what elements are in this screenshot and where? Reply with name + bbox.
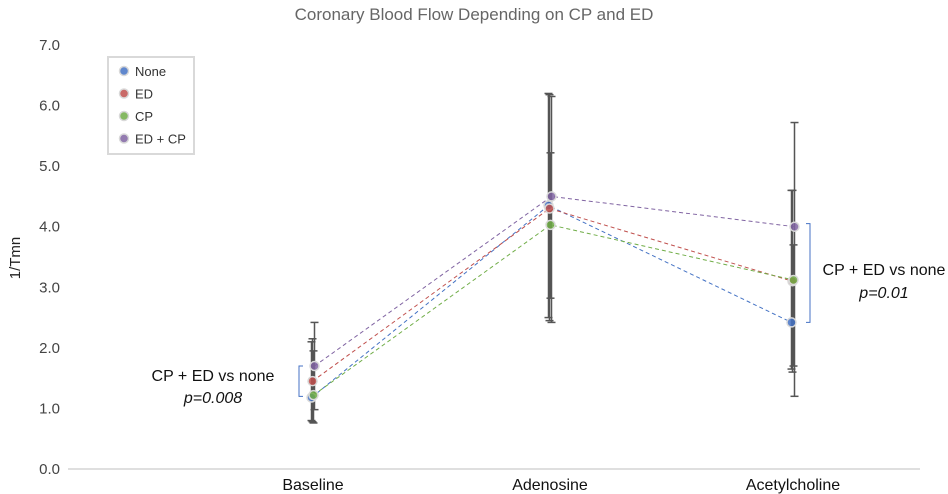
y-tick-label: 4.0	[39, 219, 60, 236]
series-line-none	[311, 204, 792, 398]
data-point	[789, 221, 800, 232]
legend-marker	[118, 88, 130, 99]
legend-label: CP	[135, 109, 153, 124]
y-tick-label: 0.0	[39, 461, 60, 478]
annotations: CP + ED vs none p=0.008 CP + ED vs none p=0…	[152, 223, 946, 407]
annotation-p-value: p=0.008	[183, 390, 242, 407]
annotation-bracket	[806, 223, 811, 323]
data-points	[306, 191, 800, 403]
x-tick-label: Adenosine	[512, 477, 588, 494]
y-tick-label: 3.0	[39, 279, 60, 296]
y-tick-label: 7.0	[39, 37, 60, 54]
error-bar	[790, 121, 799, 398]
series-lines	[311, 195, 795, 398]
data-point	[786, 317, 797, 328]
legend-item: CP	[118, 109, 153, 124]
data-point	[544, 203, 555, 214]
data-point	[308, 389, 319, 401]
error-bar	[789, 244, 798, 367]
y-tick-label: 6.0	[39, 98, 60, 115]
annotation-text: CP + ED vs none	[823, 262, 946, 279]
data-point	[788, 274, 799, 286]
legend-marker	[118, 110, 130, 122]
annotation-text: CP + ED vs none	[152, 368, 275, 385]
legend-item: None	[118, 64, 166, 79]
annotation: CP + ED vs none p=0.01	[806, 223, 946, 323]
data-point	[309, 360, 320, 372]
series-line-ed	[312, 207, 793, 382]
annotation: CP + ED vs none p=0.008	[152, 365, 303, 407]
data-point	[545, 219, 556, 231]
data-point	[546, 191, 557, 202]
y-tick-label: 5.0	[39, 158, 60, 175]
y-tick-labels: 0.0 1.0 2.0 3.0 4.0 5.0 6.0 7.0	[39, 37, 60, 478]
legend-item: ED	[118, 87, 153, 102]
legend-label: None	[135, 64, 166, 79]
data-point	[307, 375, 318, 387]
error-bars	[307, 92, 799, 424]
y-axis-label: 1/Tmn	[7, 237, 24, 280]
x-tick-labels: Baseline Adenosine Acetylcholine	[282, 477, 840, 494]
legend-label: ED	[135, 87, 153, 102]
legend-marker	[118, 65, 130, 77]
annotation-bracket	[298, 365, 303, 397]
legend-item: ED + CP	[118, 132, 186, 147]
y-tick-label: 2.0	[39, 340, 60, 357]
series-line-cp	[313, 224, 794, 396]
x-tick-label: Acetylcholine	[746, 477, 840, 494]
legend: None ED CP ED + CP	[107, 56, 195, 155]
annotation-p-value: p=0.01	[858, 285, 908, 302]
y-tick-label: 1.0	[39, 400, 60, 417]
legend-marker	[118, 133, 130, 144]
x-tick-label: Baseline	[282, 477, 343, 494]
legend-label: ED + CP	[135, 132, 186, 147]
chart-title: Coronary Blood Flow Depending on CP and …	[295, 5, 654, 24]
